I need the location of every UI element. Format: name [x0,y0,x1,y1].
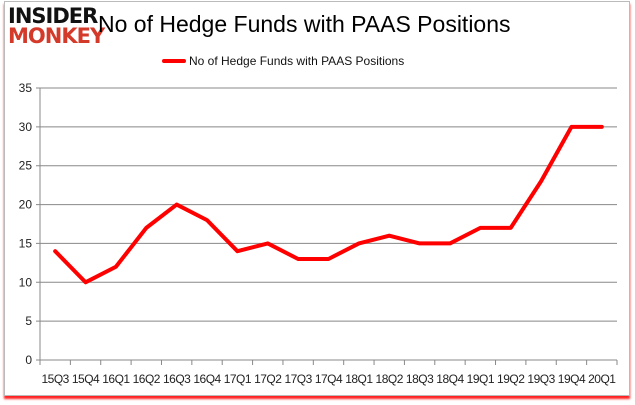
x-tick-label: 17Q1 [224,372,252,386]
x-tick-label: 16Q3 [163,372,191,386]
x-tick-label: 18Q1 [345,372,373,386]
y-tick-label: 10 [19,275,33,289]
legend-swatch [162,59,186,63]
x-tick-label: 16Q4 [193,372,221,386]
x-tick-label: 16Q2 [133,372,161,386]
logo-line-1: INSIDER [8,4,98,28]
insider-monkey-logo: INSIDER MONKEY [8,4,105,48]
y-tick-label: 15 [19,236,33,250]
x-tick-label: 17Q4 [315,372,343,386]
x-tick-label: 19Q4 [558,372,586,386]
x-tick-label: 20Q1 [588,372,616,386]
x-tick-label: 19Q2 [497,372,525,386]
y-tick-label: 30 [19,120,33,134]
y-tick-label: 35 [19,81,33,95]
x-tick-label: 15Q3 [42,372,70,386]
y-tick-label: 0 [25,353,32,367]
x-tick-label: 17Q3 [284,372,312,386]
x-tick-label: 15Q4 [72,372,100,386]
y-tick-label: 5 [25,314,32,328]
x-tick-label: 17Q2 [254,372,282,386]
legend: No of Hedge Funds with PAAS Positions [162,54,404,68]
chart-frame [4,1,630,396]
y-tick-label: 20 [19,198,33,212]
x-tick-label: 19Q1 [467,372,495,386]
chart-title: No of Hedge Funds with PAAS Positions [98,11,511,37]
x-tick-label: 18Q2 [376,372,404,386]
x-tick-label: 19Q3 [527,372,555,386]
x-tick-label: 18Q3 [406,372,434,386]
x-tick-label: 18Q4 [436,372,464,386]
x-tick-label: 16Q1 [102,372,130,386]
y-tick-label: 25 [19,159,33,173]
legend-label: No of Hedge Funds with PAAS Positions [189,54,405,68]
logo-line-2: MONKEY [8,24,105,48]
